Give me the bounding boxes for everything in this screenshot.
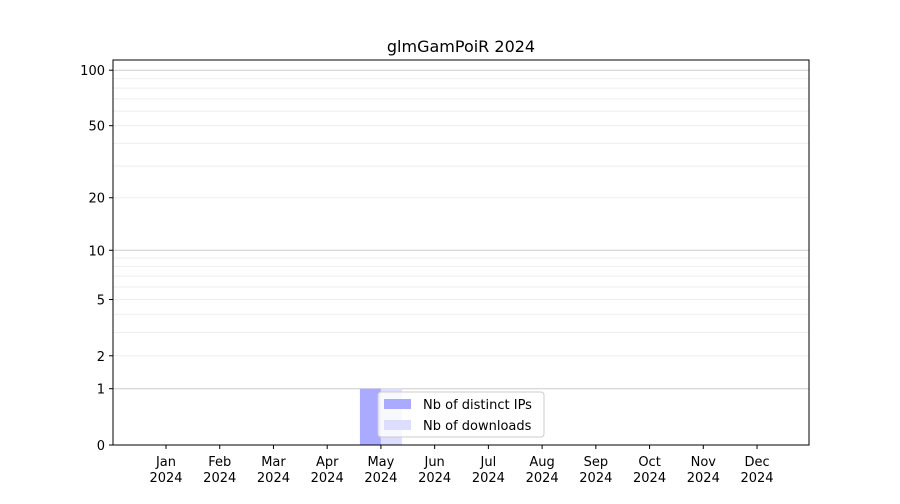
x-tick-label-month: Mar — [261, 455, 286, 470]
x-tick-label-year: 2024 — [257, 471, 290, 486]
x-tick-label-month: Jun — [423, 455, 444, 470]
y-tick-label: 5 — [97, 293, 105, 308]
chart-title: glmGamPoiR 2024 — [387, 37, 535, 56]
y-tick-label: 2 — [97, 350, 105, 365]
bar-distinct-ips — [359, 388, 381, 445]
x-tick-label-year: 2024 — [203, 471, 236, 486]
x-tick-label-year: 2024 — [740, 471, 773, 486]
x-tick-label-year: 2024 — [149, 471, 182, 486]
x-tick-label-year: 2024 — [687, 471, 720, 486]
x-tick-label-month: Jul — [480, 455, 497, 470]
x-tick-label-month: Feb — [208, 455, 231, 470]
y-tick-label: 0 — [97, 439, 105, 454]
x-tick-label-year: 2024 — [418, 471, 451, 486]
y-tick-label: 100 — [80, 64, 105, 79]
x-tick-label-month: Jan — [155, 455, 176, 470]
x-tick-label-month: Apr — [316, 455, 339, 470]
y-tick-label: 10 — [88, 244, 105, 259]
legend-label-downloads: Nb of downloads — [423, 419, 532, 434]
x-tick-label-month: May — [367, 455, 394, 470]
x-tick-label-month: Dec — [744, 455, 769, 470]
legend-swatch-downloads — [384, 420, 411, 430]
legend-swatch-ips — [384, 399, 411, 409]
x-tick-label-month: Aug — [529, 455, 554, 470]
x-tick-label-month: Sep — [584, 455, 609, 470]
plot-frame — [112, 59, 810, 446]
legend-label-ips: Nb of distinct IPs — [423, 398, 532, 413]
x-tick-label-year: 2024 — [364, 471, 397, 486]
y-tick-label: 50 — [88, 120, 105, 135]
x-tick-label-year: 2024 — [633, 471, 666, 486]
x-tick-label-year: 2024 — [526, 471, 559, 486]
x-tick-label-year: 2024 — [579, 471, 612, 486]
x-tick-label-year: 2024 — [311, 471, 344, 486]
legend: Nb of distinct IPs Nb of downloads — [377, 391, 545, 438]
x-tick-label-month: Oct — [638, 455, 660, 470]
x-tick-label-month: Nov — [691, 455, 717, 470]
x-tick-label-year: 2024 — [472, 471, 505, 486]
y-tick-label: 1 — [97, 383, 105, 398]
y-tick-label: 20 — [88, 192, 105, 207]
